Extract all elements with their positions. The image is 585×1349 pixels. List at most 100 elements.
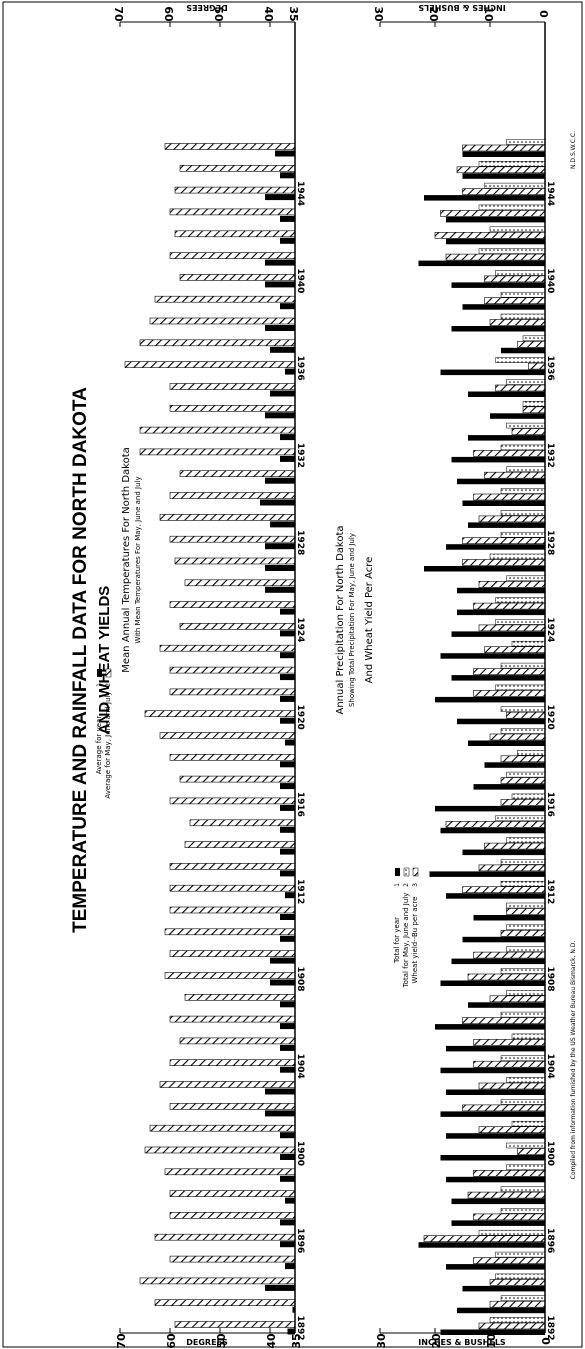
- temp-mjj-bar-1905: [179, 1037, 296, 1045]
- wheat-yield-bar-1901: [478, 1126, 546, 1133]
- year-label-precip-1908: 1908: [545, 966, 555, 991]
- precip-mjj-bar-1918: [517, 750, 546, 756]
- temp-year-bar-1910: [280, 935, 295, 942]
- temp-mjj-bar-1918: [169, 753, 296, 761]
- temp-mjj-bar-1926: [184, 579, 296, 587]
- temp-year-bar-1935: [270, 390, 295, 397]
- year-label-temp-1944: 1944: [295, 181, 305, 206]
- precip-mjj-bar-1915: [495, 815, 546, 822]
- wheat-yield-bar-1941: [445, 253, 546, 261]
- precip-tick-label-bottom-20: 20: [430, 1333, 443, 1349]
- wheat-yield-bar-1903: [478, 1082, 546, 1090]
- precip-mjj-bar-1914: [506, 837, 546, 843]
- temp-year-bar-1899: [280, 1175, 295, 1182]
- temp-year-bar-1912: [285, 892, 295, 899]
- precip-year-bar-1917: [473, 784, 545, 790]
- precip-mjj-bar-1920: [500, 706, 546, 712]
- bottom-legend: Total for year Total for May, June and J…: [393, 867, 419, 988]
- temp-mjj-bar-1907: [184, 993, 296, 1001]
- precip-year-bar-1927: [424, 566, 545, 572]
- precip-mjj-bar-1899: [506, 1164, 546, 1171]
- temp-mjj-bar-1924: [179, 623, 296, 630]
- temp-year-bar-1909: [270, 957, 295, 964]
- temp-year-bar-1921: [280, 695, 295, 702]
- wheat-yield-bar-1898: [467, 1191, 546, 1199]
- temp-tick-label-bottom-70: 70: [115, 1333, 128, 1349]
- precip-mjj-bar-1906: [500, 1011, 546, 1018]
- year-label-precip-1912: 1912: [545, 879, 555, 904]
- wheat-yield-bar-1913: [478, 864, 546, 872]
- temp-mjj-bar-1911: [169, 906, 296, 914]
- temp-year-bar-1893: [292, 1306, 295, 1313]
- temp-mjj-bar-1904: [169, 1059, 296, 1066]
- temp-mjj-bar-1929: [159, 514, 296, 521]
- precip-year-bar-1900: [440, 1155, 545, 1161]
- top-panel-subtitle: With Mean Temperatures For May, June and…: [134, 476, 142, 643]
- temp-year-bar-1930: [260, 499, 295, 506]
- bottom-panel-headings: Annual Precipitation For North Dakota Sh…: [335, 525, 375, 714]
- precip-year-bar-1926: [457, 587, 545, 594]
- top-legend: Average for year Average for May, June a…: [95, 668, 112, 799]
- temp-mjj-bar-1946: [164, 143, 296, 150]
- precip-year-bar-1943: [446, 216, 545, 223]
- wheat-yield-bar-1938: [489, 319, 546, 326]
- precip-year-bar-1903: [446, 1089, 545, 1095]
- year-label-precip-1936: 1936: [545, 356, 555, 381]
- wheat-yield-bar-1924: [478, 624, 546, 632]
- precip-mjj-bar-1935: [506, 379, 546, 385]
- year-label-precip-1916: 1916: [545, 792, 555, 817]
- wheat-yield-bar-1929: [478, 515, 546, 523]
- precip-year-bar-1895: [446, 1264, 545, 1270]
- wheat-yield-bar-1894: [489, 1279, 546, 1286]
- precip-mjj-bar-1938: [500, 313, 546, 320]
- temp-year-bar-1919: [285, 739, 295, 746]
- precip-mjj-bar-1931: [506, 466, 546, 472]
- wheat-yield-bar-1917: [500, 777, 546, 784]
- bottom-panel-title: Annual Precipitation For North Dakota: [335, 525, 346, 714]
- precip-year-bar-1901: [446, 1133, 545, 1139]
- temp-year-bar-1942: [280, 237, 295, 244]
- temp-mjj-bar-1940: [179, 274, 296, 281]
- wheat-yield-bar-1920: [506, 711, 546, 719]
- stamp: N.D.S.W.C.C.: [570, 131, 577, 169]
- bottom-panel-subtitle-2: And Wheat Yield Per Acre: [364, 557, 375, 684]
- year-label-precip-1924: 1924: [545, 617, 555, 642]
- wheat-yield-bar-1905: [473, 1039, 546, 1046]
- precip-year-bar-1908: [440, 980, 545, 986]
- wheat-yield-bar-1923: [484, 646, 546, 654]
- year-label-precip-1892: 1892: [545, 1315, 555, 1340]
- precip-year-bar-1909: [451, 958, 545, 965]
- temp-mjj-bar-1943: [169, 208, 296, 216]
- precip-year-bar-1939: [462, 304, 545, 310]
- temp-year-bar-1938: [265, 325, 295, 331]
- precip-mjj-bar-1917: [506, 771, 546, 778]
- temp-mjj-bar-1937: [139, 339, 296, 347]
- title-line-2: AND WHEAT YIELDS: [96, 586, 113, 735]
- precip-mjj-bar-1934: [522, 401, 546, 407]
- temp-year-bar-1904: [280, 1066, 295, 1073]
- precip-year-bar-1945: [462, 173, 545, 179]
- temp-year-bar-1913: [280, 870, 295, 877]
- precip-mjj-bar-1925: [495, 597, 546, 603]
- wheat-yield-bar-1934: [522, 406, 546, 414]
- year-label-precip-1920: 1920: [545, 705, 555, 730]
- precip-year-bar-1914: [462, 849, 545, 856]
- temp-mjj-bar-1913: [169, 863, 296, 870]
- temp-year-bar-1939: [280, 303, 295, 310]
- wheat-yield-bar-1914: [484, 842, 546, 850]
- precip-year-bar-1915: [440, 827, 545, 834]
- temp-mjj-bar-1896: [154, 1233, 296, 1241]
- precip-year-bar-1907: [468, 1002, 545, 1008]
- precip-year-bar-1921: [435, 696, 545, 703]
- wheat-yield-bar-1900: [517, 1148, 546, 1155]
- temp-year-bar-1917: [280, 783, 295, 790]
- precip-mjj-bar-1900: [506, 1142, 546, 1149]
- wheat-yield-bar-1925: [473, 602, 546, 610]
- temp-year-bar-1929: [270, 521, 295, 528]
- precip-mjj-bar-1945: [478, 161, 546, 167]
- precip-mjj-bar-1901: [511, 1120, 546, 1127]
- precip-mjj-bar-1930: [500, 488, 546, 494]
